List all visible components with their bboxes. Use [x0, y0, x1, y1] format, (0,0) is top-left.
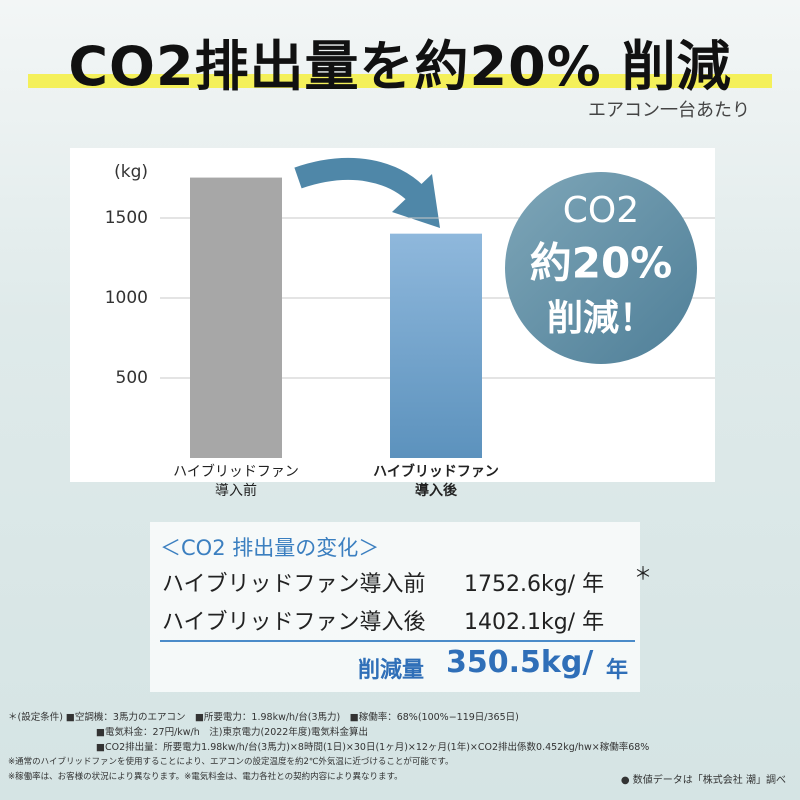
reduction-value: 350.5kg/	[446, 645, 594, 680]
title: CO2排出量を約20% 削減	[68, 35, 732, 98]
summary-mark: ＊	[634, 564, 652, 585]
title-highlight	[28, 74, 772, 88]
arrow-head	[392, 174, 440, 228]
summary-value: 1752.6kg/ 年	[464, 572, 605, 597]
x-tick-label: ハイブリッドファン 導入前	[173, 464, 299, 499]
badge-text: 削減！	[547, 298, 655, 339]
note-line: ＊(設定条件) ■空調機：3馬力のエアコン ■所要電力：1.98kw/h/台(3…	[8, 712, 519, 723]
note-line: ■CO2排出量：所要電力1.98kw/h/台(3馬力)×8時間(1日)×30日(…	[96, 742, 650, 753]
note-line: ※稼働率は、お客様の状況により異なります。※電気料金は、電力各社との契約内容によ…	[8, 772, 403, 782]
x-tick-label: ハイブリッドファン 導入後	[373, 464, 499, 499]
reduction-unit: 年	[606, 658, 629, 683]
source: ● 数値データは「株式会社 潮」調べ	[620, 775, 786, 786]
divider	[160, 640, 635, 642]
y-tick-label: 1000	[105, 288, 148, 308]
arrow	[294, 157, 429, 206]
badge	[505, 172, 697, 364]
note-line: ■電気料金：27円/kw/h 注)東京電力(2022年度)電気料金算出	[96, 727, 369, 738]
badge-text: CO2	[563, 190, 639, 231]
summary-box	[150, 522, 640, 692]
y-tick-label: 500	[116, 368, 148, 388]
y-axis-label: (kg)	[114, 162, 148, 182]
badge-text: 約20%	[530, 239, 673, 288]
bar	[390, 233, 482, 458]
y-tick-label: 1500	[105, 208, 148, 228]
subtitle: エアコン一台あたり	[588, 100, 750, 121]
notes: ＊(設定条件) ■空調機：3馬力のエアコン ■所要電力：1.98kw/h/台(3…	[8, 710, 798, 785]
summary-value: 1402.1kg/ 年	[464, 610, 605, 635]
note-line: ※通常のハイブリッドファンを使用することにより、エアコンの設定温度を約2℃外気温…	[8, 757, 454, 767]
bar	[190, 177, 282, 459]
summary-label: ハイブリッドファン導入後	[162, 610, 426, 635]
summary-label: ハイブリッドファン導入前	[162, 572, 426, 597]
summary-heading: ＜CO2 排出量の変化＞	[160, 536, 380, 560]
reduction-label: 削減量	[358, 658, 425, 683]
